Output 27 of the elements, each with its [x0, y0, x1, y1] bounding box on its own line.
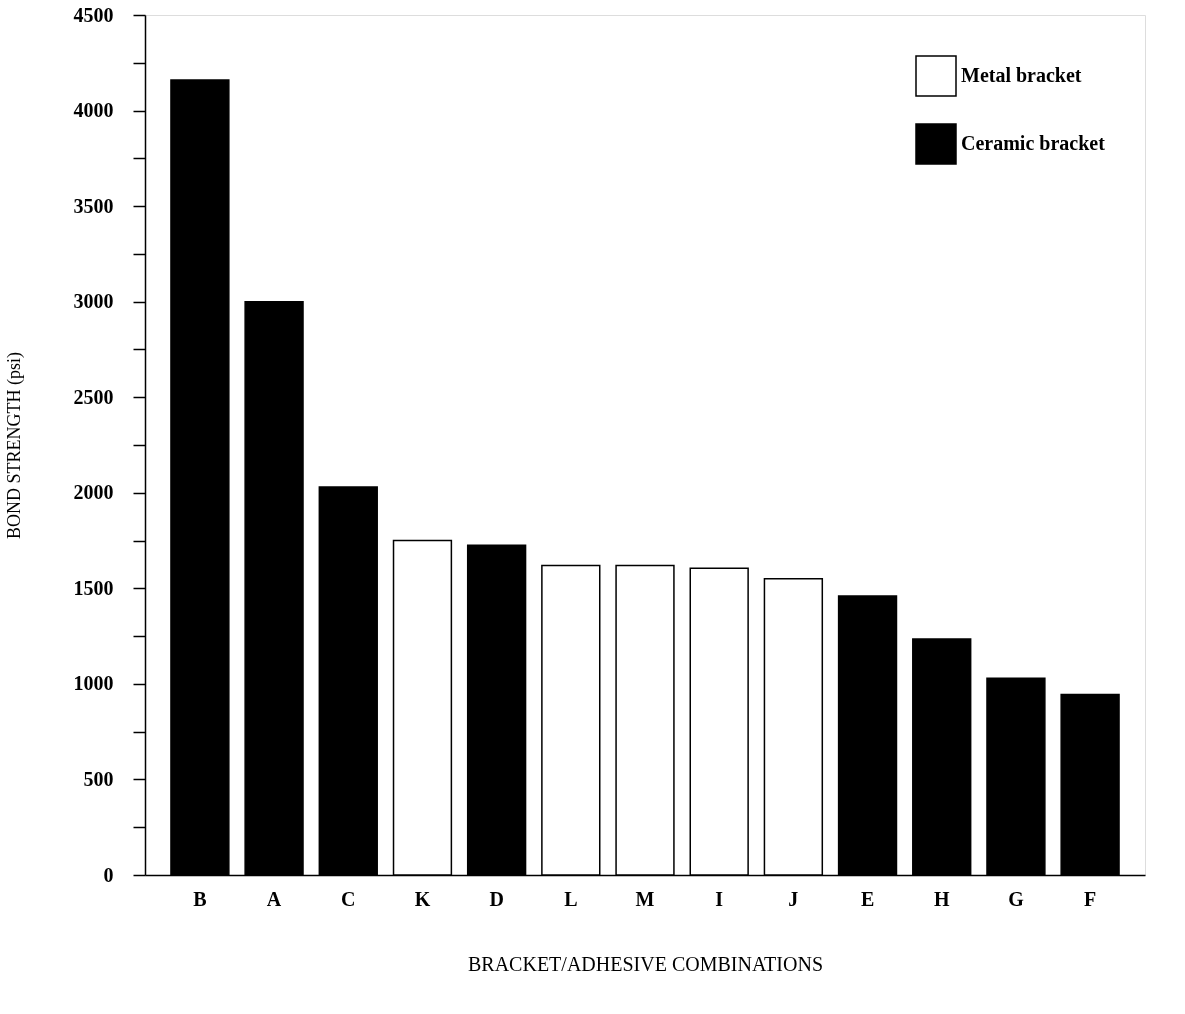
x-tick-label: K: [414, 887, 431, 910]
x-tick-label: D: [489, 887, 504, 910]
x-tick-label: A: [266, 887, 282, 910]
legend-label: Ceramic bracket: [961, 132, 1106, 154]
y-tick-label: 1000: [73, 672, 114, 695]
x-tick-label: L: [564, 887, 578, 910]
y-tick-label: 3500: [73, 194, 114, 217]
x-tick-label: H: [933, 887, 950, 910]
x-tick-label: J: [788, 887, 799, 910]
x-tick-label: G: [1008, 887, 1025, 910]
x-tick-label: E: [860, 887, 875, 910]
y-tick-label: 500: [83, 767, 114, 790]
y-tick-label: 4000: [73, 99, 114, 122]
y-tick-label: 3000: [73, 290, 114, 313]
x-tick-label: F: [1083, 887, 1097, 910]
x-axis-title: BRACKET/ADHESIVE COMBINATIONS: [467, 952, 824, 975]
y-tick-label: 1500: [73, 576, 114, 599]
x-tick-label: M: [635, 887, 655, 910]
x-tick-label: C: [341, 887, 356, 910]
y-tick-label: 2000: [73, 481, 114, 504]
x-tick-label: B: [193, 887, 207, 910]
y-tick-label: 4500: [73, 3, 114, 26]
y-tick-label: 2500: [73, 385, 114, 408]
legend-label: Metal bracket: [961, 64, 1082, 86]
y-tick-label: 0: [103, 863, 114, 886]
x-tick-label: I: [715, 887, 724, 910]
y-axis-title: BOND STRENGTH (psi): [3, 352, 25, 539]
